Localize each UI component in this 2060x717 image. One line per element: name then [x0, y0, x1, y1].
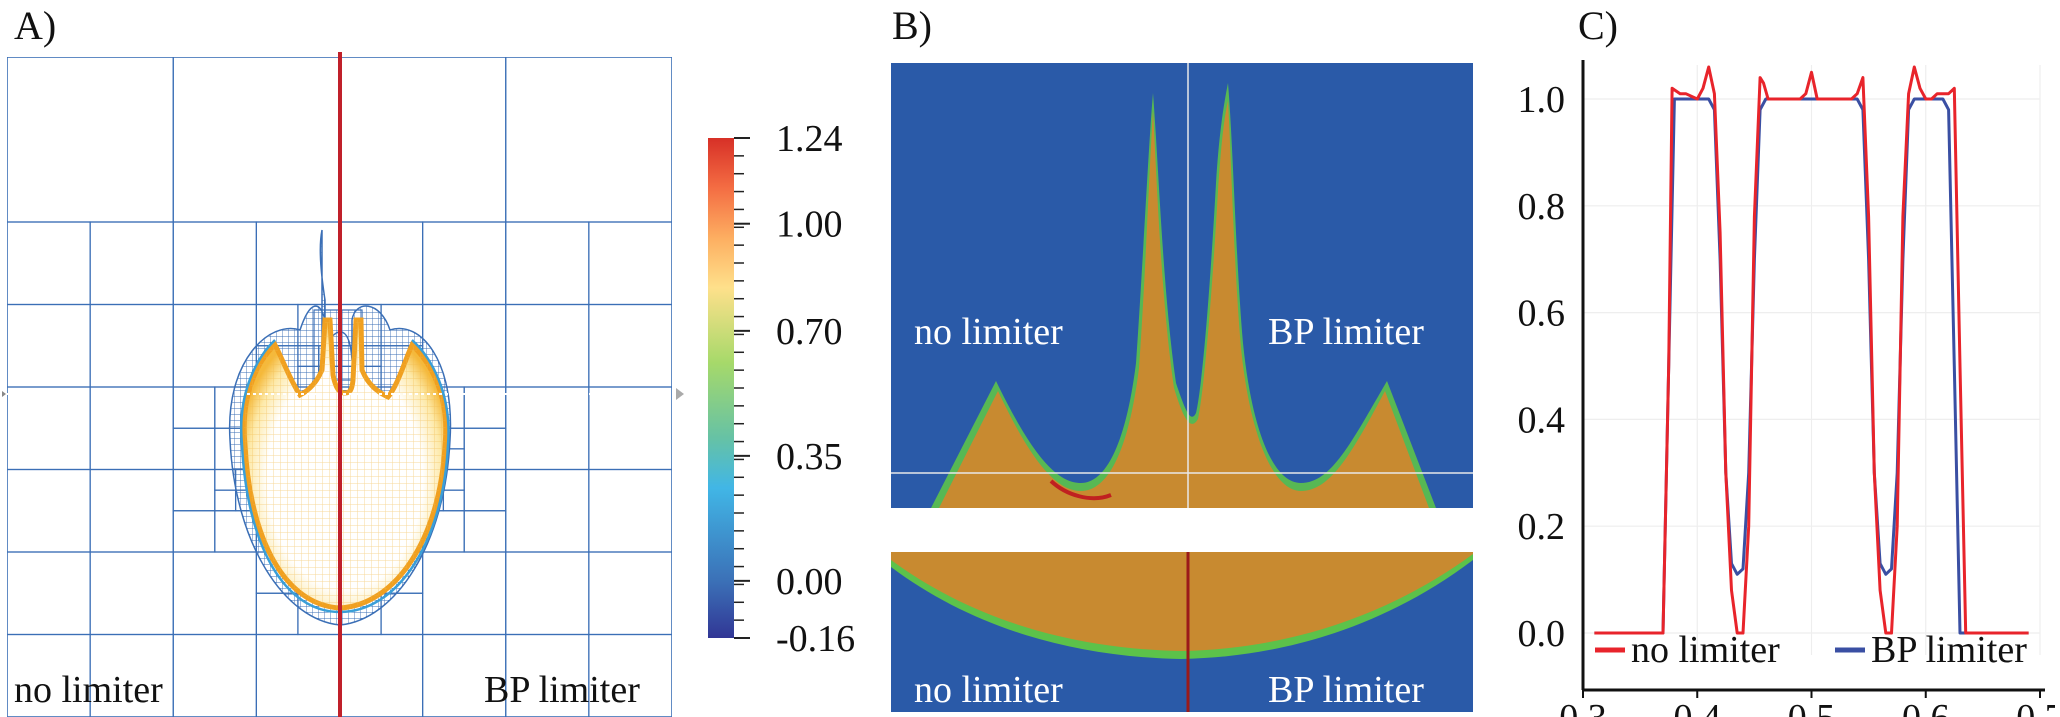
series-line	[1594, 97, 2029, 635]
colorbar-tick-label: -0.16	[776, 618, 855, 660]
panel-a-left-text: no limiter	[14, 669, 163, 711]
field-plot-bottom	[891, 552, 1473, 712]
y-tick-label: 0.6	[1518, 293, 1566, 335]
panel-b-label: B)	[892, 3, 932, 48]
panel-a-right-text: BP limiter	[484, 669, 640, 711]
colorbar-tick-label: 0.70	[776, 311, 843, 353]
panel-a-label: A)	[14, 3, 57, 48]
y-tick-label: 1.0	[1518, 79, 1566, 121]
legend-label: no limiter	[1631, 629, 1780, 671]
line-chart: 0.0 0.2 0.4 0.6 0.8 1.0 0.3 0.4 0.5 0.6 0.7 no lim…	[1518, 60, 2055, 717]
x-tick-label: 0.6	[1902, 697, 1950, 717]
x-tick-label: 0.4	[1674, 697, 1722, 717]
x-tick-label: 0.5	[1788, 697, 1836, 717]
colorbar-tick-label: 0.00	[776, 561, 843, 603]
field-plot-top	[891, 63, 1473, 508]
colorbar-tick-label: 1.24	[776, 120, 843, 160]
panel-c-label: C)	[1578, 3, 1618, 48]
y-tick-label: 0.0	[1518, 613, 1566, 655]
y-tick-label: 0.4	[1518, 399, 1566, 441]
x-tick-label: 0.3	[1559, 697, 1607, 717]
panel-b-bottom-left-text: no limiter	[914, 669, 1063, 711]
colorbar-tick-label: 1.00	[776, 204, 843, 246]
legend-label: BP limiter	[1871, 629, 2027, 671]
panel-b-top-right-text: BP limiter	[1268, 311, 1424, 353]
x-tick-label: 0.7	[2016, 697, 2055, 717]
y-tick-label: 0.8	[1518, 186, 1566, 228]
colorbar-tick-label: 0.35	[776, 436, 843, 478]
y-tick-label: 0.2	[1518, 506, 1566, 548]
panel-b-top-left-text: no limiter	[914, 311, 1063, 353]
series-line	[1594, 65, 2029, 635]
panel-b-bottom-right-text: BP limiter	[1268, 669, 1424, 711]
adaptive-mesh-plot	[2, 52, 684, 717]
colorbar: 1.24 1.00 0.70 0.35 0.00 -0.16	[708, 120, 855, 660]
